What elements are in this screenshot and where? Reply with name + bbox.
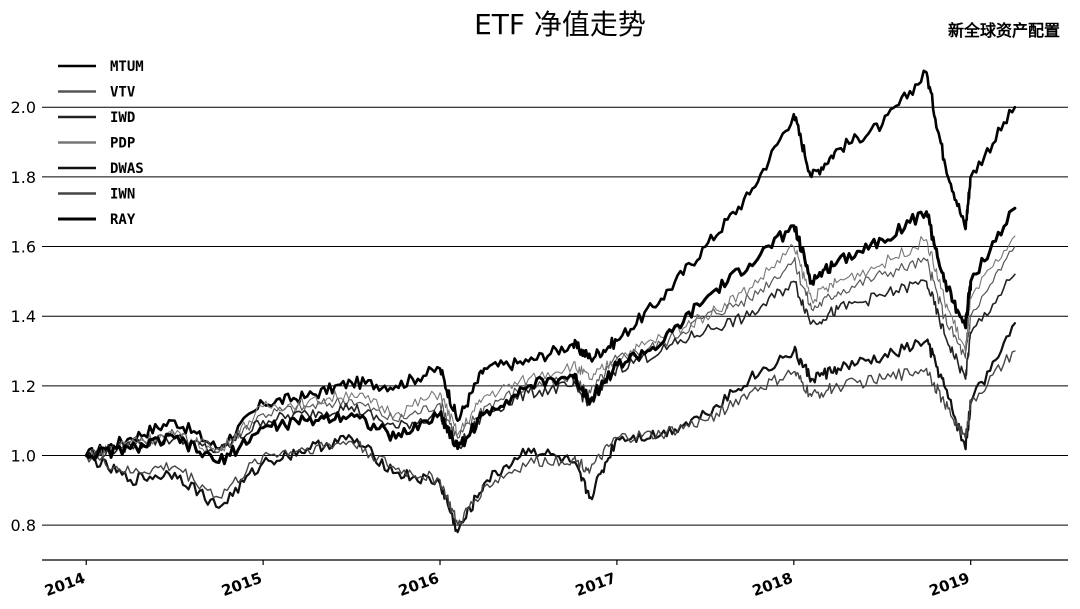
grid xyxy=(42,106,1068,526)
series-line-iwd xyxy=(85,273,1016,458)
series-line-pdp xyxy=(85,235,1016,459)
y-tick-label: 2.0 xyxy=(11,98,36,117)
x-axis-ticks: 2014 2015 2016 2017 2018 2019 xyxy=(42,560,972,600)
y-tick-label: 0.8 xyxy=(11,516,36,535)
y-tick-label: 1.2 xyxy=(11,377,36,396)
y-tick-label: 1.4 xyxy=(11,307,36,326)
x-tick-label: 2015 xyxy=(219,569,264,600)
legend-label-iwd: IWD xyxy=(110,110,135,126)
legend-label-vtv: VTV xyxy=(110,85,136,101)
legend-label-ray: RAY xyxy=(110,212,136,228)
x-tick-label: 2019 xyxy=(927,569,972,600)
legend-label-mtum: MTUM xyxy=(110,59,144,75)
legend-label-dwas: DWAS xyxy=(110,161,144,177)
legend-label-pdp: PDP xyxy=(110,136,135,152)
y-tick-label: 1.0 xyxy=(11,447,36,466)
series-lines xyxy=(84,69,1017,534)
x-tick-label: 2014 xyxy=(42,569,87,600)
legend: MTUM VTV IWD PDP DWAS IWN RAY xyxy=(58,59,144,228)
y-axis-ticks: 0.8 1.0 1.2 1.4 1.6 1.8 2.0 xyxy=(11,98,36,535)
chart-title: ETF 净值走势 xyxy=(474,8,646,41)
y-tick-label: 1.6 xyxy=(11,238,36,257)
series-line-dwas xyxy=(85,322,1016,534)
series-line-iwn xyxy=(85,350,1016,526)
series-line-vtv xyxy=(85,246,1016,460)
series-line-mtum xyxy=(84,69,1017,459)
series-line-ray xyxy=(84,206,1017,466)
x-tick-label: 2018 xyxy=(750,569,795,600)
y-tick-label: 1.8 xyxy=(11,168,36,187)
watermark: 新全球资产配置 xyxy=(948,21,1060,40)
x-tick-label: 2017 xyxy=(573,569,618,600)
x-tick-label: 2016 xyxy=(396,569,441,600)
legend-label-iwn: IWN xyxy=(110,187,135,203)
